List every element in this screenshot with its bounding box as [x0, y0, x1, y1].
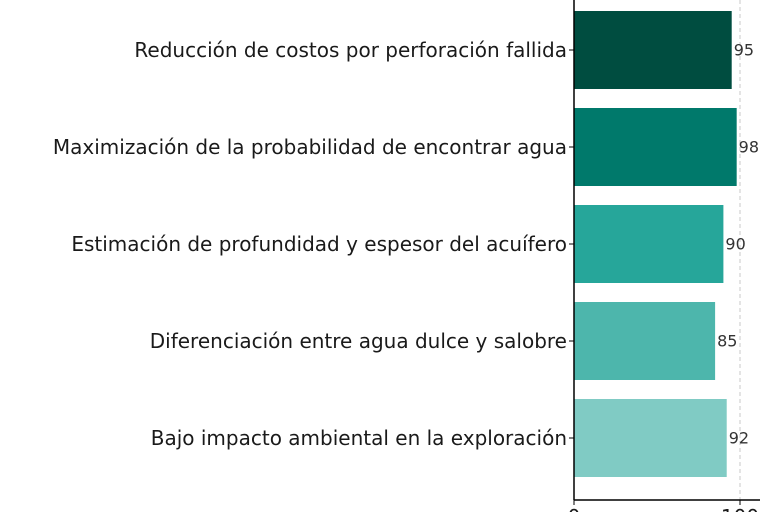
bar: [574, 108, 737, 186]
bar: [574, 399, 727, 477]
category-label: Reducción de costos por perforación fall…: [134, 38, 567, 62]
bars: [574, 11, 737, 477]
category-label: Maximización de la probabilidad de encon…: [53, 135, 567, 159]
x-tick-label: 0: [568, 505, 581, 512]
value-label: 92: [729, 429, 749, 448]
axes: 0 100: [568, 0, 760, 512]
bar: [574, 11, 732, 89]
category-label: Diferenciación entre agua dulce y salobr…: [150, 329, 567, 353]
category-label: Bajo impacto ambiental en la exploración: [151, 426, 567, 450]
bar: [574, 205, 724, 283]
value-label: 98: [739, 138, 759, 157]
category-labels: Reducción de costos por perforación fall…: [53, 38, 567, 450]
value-label: 90: [725, 235, 745, 254]
value-label: 85: [717, 332, 737, 351]
category-label: Estimación de profundidad y espesor del …: [71, 232, 567, 256]
x-tick-label: 100: [721, 505, 759, 512]
grid: [574, 0, 741, 500]
value-label: 95: [734, 41, 754, 60]
value-labels: 95 98 90 85 92: [717, 41, 759, 448]
bar: [574, 302, 716, 380]
